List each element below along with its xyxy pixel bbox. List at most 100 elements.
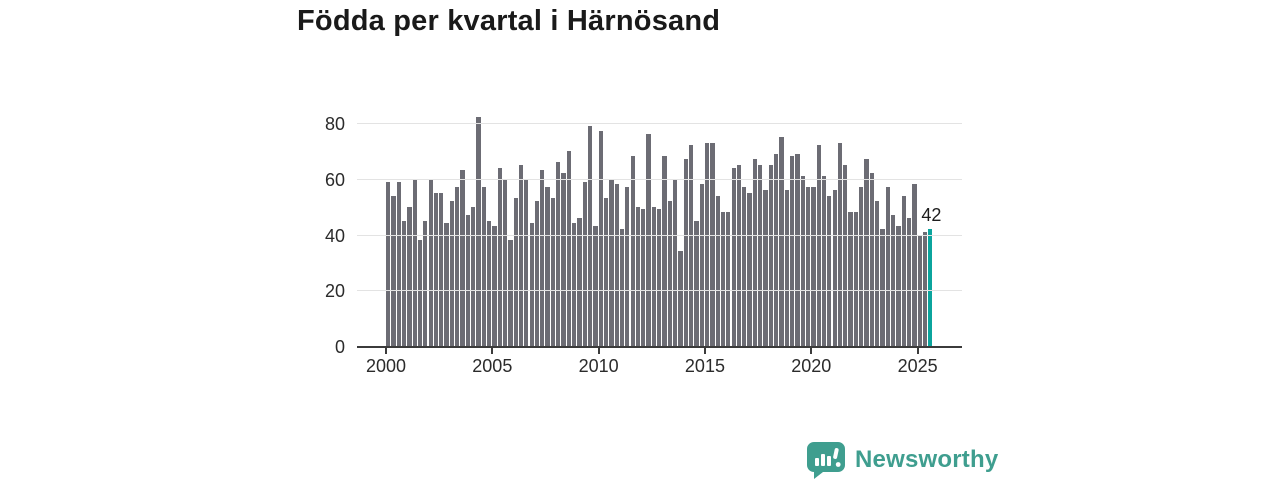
bar (646, 134, 651, 346)
bar-series (386, 117, 934, 346)
bar (577, 217, 582, 346)
bar (460, 170, 465, 346)
bar (853, 212, 859, 346)
bar (492, 226, 497, 346)
bar (885, 187, 890, 346)
x-tick-label-2010: 2010 (578, 356, 619, 376)
bar (800, 176, 805, 346)
bar (386, 181, 391, 346)
bar (635, 206, 641, 346)
y-tick-label-0: 0 (334, 337, 345, 357)
bar (689, 145, 694, 346)
bar (795, 153, 800, 346)
bar (582, 181, 587, 346)
bar (715, 195, 720, 346)
bar (821, 176, 827, 346)
bar (726, 212, 731, 346)
gridline-60 (357, 178, 962, 180)
bar (731, 167, 736, 346)
bar (534, 201, 540, 346)
bar (401, 220, 407, 346)
bar (556, 162, 561, 346)
bar (837, 142, 843, 346)
x-tick-2015 (703, 348, 706, 354)
bar (625, 187, 630, 346)
bar (720, 212, 726, 346)
bar (588, 125, 593, 346)
bar (790, 156, 795, 346)
bar (407, 206, 412, 346)
last-bar-value-label: 42 (921, 204, 942, 225)
bar (481, 187, 486, 346)
bar (763, 189, 768, 346)
bar (710, 142, 715, 346)
bar (487, 220, 492, 346)
bar (859, 187, 864, 346)
bar (869, 173, 874, 346)
bar (673, 178, 678, 346)
bar (465, 215, 470, 346)
bar (540, 170, 545, 346)
x-tick-label-2000: 2000 (365, 356, 407, 376)
gridline-80 (357, 123, 962, 124)
newsworthy-branding-link[interactable]: Newsworthy (806, 441, 998, 479)
x-tick-2005 (491, 348, 494, 354)
newsworthy-logo-icon (806, 441, 846, 479)
gridline-40 (357, 234, 962, 236)
x-tick-label-2020: 2020 (791, 356, 832, 376)
bar (423, 220, 428, 346)
x-axis-line (357, 346, 962, 348)
bar (805, 187, 811, 346)
bar (513, 198, 518, 346)
bar (875, 201, 880, 346)
bar (901, 195, 906, 346)
bar (736, 164, 742, 346)
bar (768, 164, 773, 346)
bar (471, 206, 476, 346)
y-tick-label-80: 80 (324, 114, 345, 134)
bar (657, 209, 662, 346)
x-tick-label-2005: 2005 (472, 356, 513, 376)
x-tick-label-2015: 2015 (684, 356, 725, 376)
plot-area: 42 (357, 117, 962, 348)
bar (593, 226, 598, 346)
bar (864, 159, 869, 346)
bar (752, 159, 758, 346)
bar (912, 184, 917, 346)
bar (784, 189, 789, 346)
bar (545, 187, 550, 346)
gridline-20 (357, 290, 962, 292)
bar (891, 215, 896, 346)
bar (641, 209, 646, 346)
bar (524, 178, 529, 346)
bar (683, 159, 688, 346)
newsworthy-logo-text: Newsworthy (855, 446, 999, 473)
bar (444, 223, 449, 346)
bar (529, 223, 534, 346)
x-tick-label-2025: 2025 (897, 356, 938, 376)
bar (508, 240, 513, 346)
bar (455, 187, 460, 346)
bar (449, 201, 455, 346)
bar (598, 131, 603, 346)
bar (391, 195, 396, 346)
bar (922, 231, 928, 346)
bar (614, 184, 619, 346)
bar (566, 150, 571, 346)
bar (572, 223, 577, 346)
bar (774, 153, 779, 346)
bar (827, 195, 832, 346)
bar (651, 206, 657, 346)
bar (896, 226, 901, 346)
bar (550, 198, 556, 346)
bar (619, 228, 625, 346)
chart-title: Födda per kvartal i Härnösand (297, 5, 721, 37)
bar (439, 192, 444, 346)
bar (412, 178, 417, 346)
x-tick-2000 (385, 348, 387, 354)
bar (816, 145, 821, 346)
bar (832, 189, 837, 346)
bar (928, 228, 933, 346)
bar (603, 198, 609, 346)
bar (848, 212, 853, 346)
